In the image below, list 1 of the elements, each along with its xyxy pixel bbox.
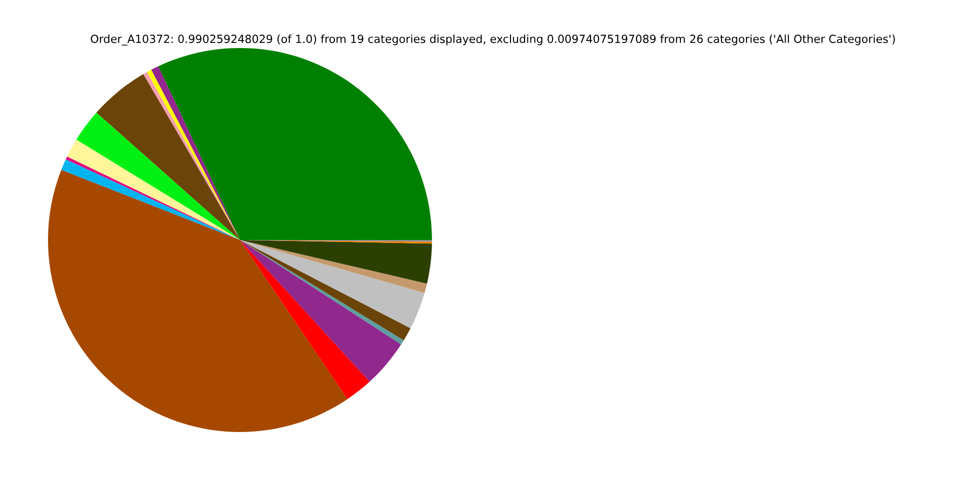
text: Order_A10372: 0.990259248029 (of 1.0) from 19 categories displayed, excluding 0.00974075197089 from 26 categories ('All Other Categories') [90, 34, 895, 46]
